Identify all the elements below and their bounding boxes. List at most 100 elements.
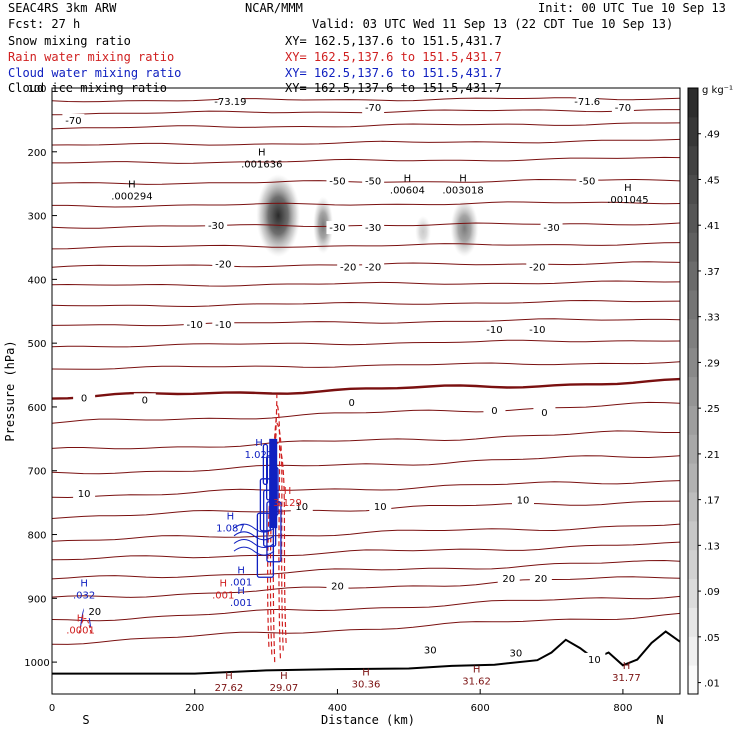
x-tick-label-2: 400: [328, 703, 347, 714]
colorbar-tick-label-0: .01: [704, 679, 720, 690]
legend-cloud-water: Cloud water mixing ratio: [8, 66, 181, 80]
rain-contour-1: [276, 403, 281, 659]
colorbar-tick-label-6: .25: [704, 404, 720, 415]
isotherm-label-31: 20: [502, 574, 515, 585]
valid-time: Valid: 03 UTC Wed 11 Sep 13 (22 CDT Tue …: [312, 17, 673, 31]
high-value-6: .0001: [66, 625, 95, 636]
colorbar-tick-label-9: .37: [704, 267, 720, 278]
x-tick-label-0: 0: [49, 703, 55, 714]
high-marker-8: H: [227, 511, 235, 522]
isotherm-label-bg-28: [512, 493, 534, 507]
isotherm-label-bg-10: [362, 221, 385, 235]
isotherm-label-8: -30: [208, 221, 224, 232]
cloud-water-west-3: [233, 546, 275, 556]
snow-shading: [256, 174, 479, 258]
rain-contour-3: [276, 422, 284, 651]
isotherm-label-24: 0: [541, 408, 547, 419]
colorbar-swatch-7: [688, 463, 698, 493]
colorbar-swatch-14: [688, 261, 698, 291]
y-tick-label-5: 600: [27, 403, 46, 414]
isotherm-label-1: -70: [365, 103, 381, 114]
isotherm-label-18: -10: [486, 325, 502, 336]
high-marker-6: H: [77, 613, 85, 624]
high-value-14: 29.07: [270, 683, 299, 694]
high-marker-14: H: [280, 671, 288, 682]
snow-blob-3: [450, 199, 479, 258]
isotherm-label-bg-6: [362, 174, 385, 188]
colorbar-tick-label-5: .21: [704, 450, 720, 461]
isotherm-label-15: -20: [529, 263, 545, 274]
colorbar-swatch-12: [688, 318, 698, 349]
isotherm-line-2: [52, 122, 680, 130]
colorbar-tick-label-2: .09: [704, 587, 720, 598]
isotherm-label-9: -30: [329, 223, 345, 234]
high-value-12: .001: [230, 598, 252, 609]
isotherm-label-bg-18: [483, 323, 506, 337]
cloud-water-contour-0: [262, 443, 269, 486]
isotherm-label-bg-25: [73, 487, 96, 501]
high-value-7: 1.021: [245, 450, 274, 461]
isotherm-line-20: [52, 500, 680, 519]
high-value-13: 27.62: [215, 683, 244, 694]
y-tick-label-6: 700: [27, 467, 46, 478]
high-value-5: .032: [73, 590, 95, 601]
isotherm-label-bg-21: [133, 393, 156, 407]
colorbar-swatch-13: [688, 290, 698, 320]
high-marker-13: H: [225, 671, 233, 682]
isotherm-line-25: [52, 595, 680, 622]
high-marker-5: H: [80, 578, 88, 589]
colorbar-swatch-9: [688, 405, 698, 435]
isotherm-label-4: -71.6: [574, 97, 600, 108]
high-value-0: .000294: [111, 192, 152, 203]
isotherm-label-21: 0: [142, 395, 148, 406]
terrain: [52, 630, 680, 675]
x-axis-label: Distance (km): [321, 713, 415, 727]
colorbar-swatch-20: [688, 88, 698, 118]
legend-rain: Rain water mixing ratio: [8, 50, 174, 64]
high-value-15: 30.36: [352, 680, 381, 691]
colorbar-frame: [687, 87, 699, 695]
colorbar-swatch-0: [688, 665, 698, 695]
plot-area: [52, 97, 680, 675]
isotherm-label-bg-23: [483, 404, 506, 418]
isotherm-label-bg-5: [326, 174, 349, 188]
snow-blob-1: [313, 196, 334, 254]
colorbar-tick-label-4: .17: [704, 496, 720, 507]
isotherm-label-6: -50: [365, 176, 381, 187]
isotherm-label-14: -20: [365, 263, 381, 274]
high-marker-7: H: [255, 438, 263, 449]
colorbar-swatch-10: [688, 376, 698, 406]
isotherm-label-11: -30: [543, 223, 559, 234]
isotherm-label-bg-30: [326, 579, 349, 593]
isotherm-label-bg-22: [340, 395, 363, 409]
isotherm-label-bg-17: [212, 318, 235, 332]
colorbar-swatch-18: [688, 145, 698, 176]
isotherm-label-23: 0: [491, 406, 497, 417]
isotherm-label-7: -50: [579, 176, 595, 187]
isotherm-label-bg-33: [419, 643, 442, 657]
colorbar-tick-label-3: .13: [704, 541, 720, 552]
isotherm-label-29: 20: [88, 607, 101, 618]
isotherm-label-32: 20: [534, 574, 547, 585]
plot-frame: [51, 87, 681, 695]
y-tick-label-0: 100: [27, 84, 46, 95]
isotherm-line-22: [52, 541, 680, 561]
isotherm-label-19: -10: [529, 325, 545, 336]
model-title: SEAC4RS 3km ARW: [8, 1, 117, 15]
high-value-16: 31.62: [462, 676, 491, 687]
isotherm-label-bg-19: [526, 323, 549, 337]
isotherm-line-0: [52, 97, 680, 103]
axes: 0 200 400 600 800100200300400500600700800900…: [24, 84, 632, 714]
isotherm-line-23: [52, 559, 680, 580]
init-time: Init: 00 UTC Tue 10 Sep 13: [538, 1, 726, 15]
isotherm-label-20: 0: [81, 393, 87, 404]
isotherm-label-17: -10: [215, 320, 231, 331]
isotherm-line-4: [52, 156, 680, 164]
isotherm-label-bg-35: [583, 652, 606, 666]
y-tick-label-2: 300: [27, 212, 46, 223]
isotherm-label-13: -20: [340, 263, 356, 274]
cloud-water-west-0: [233, 523, 275, 533]
forecast-hour: Fcst: 27 h: [8, 17, 80, 31]
isotherm-label-bg-8: [205, 219, 228, 233]
isotherm-label-2: -70: [615, 103, 631, 114]
